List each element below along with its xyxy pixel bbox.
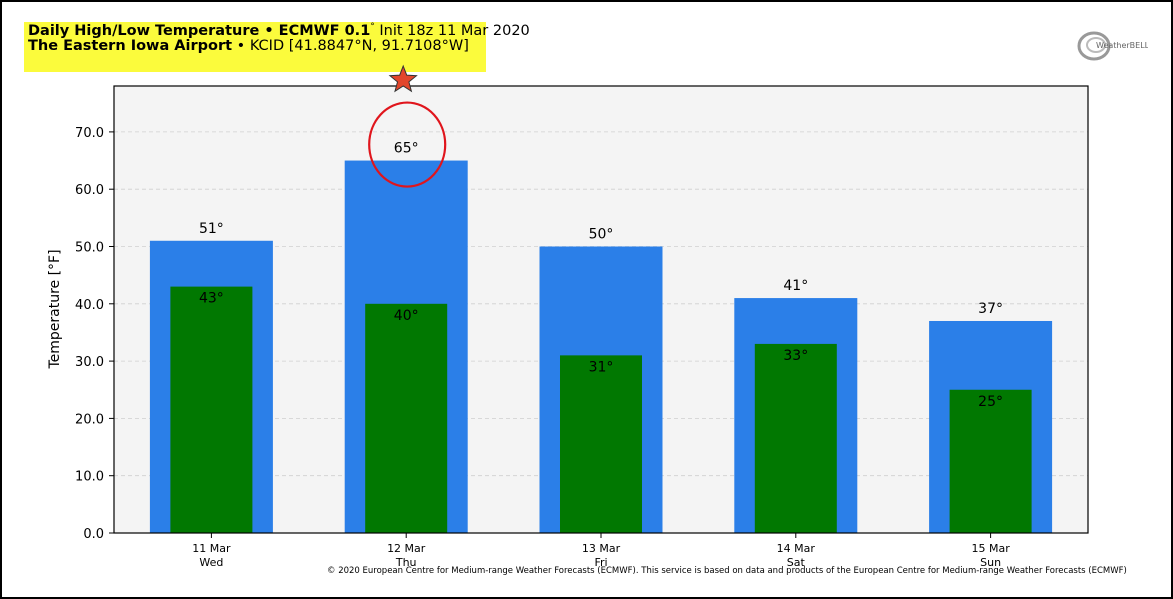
low-temp-bar <box>365 303 448 533</box>
low-temp-bar <box>170 286 253 533</box>
y-axis: 0.0 10.0 20.0 30.0 40.0 50.0 60.0 70.0 <box>75 126 114 542</box>
y-axis-label: Temperature [°F] <box>47 249 63 369</box>
low-temp-bar <box>949 389 1032 533</box>
x-tick-label: 14 Mar <box>777 542 816 555</box>
y-tick-label: 70.0 <box>75 126 104 141</box>
high-temp-label: 65° <box>394 141 419 157</box>
value-labels: 51° 43° 65° 40° 50° 31° 41° 33° 37° 25° <box>199 141 1003 410</box>
low-temp-bar <box>560 355 642 533</box>
copyright-notice: © 2020 European Centre for Medium-range … <box>327 566 1127 576</box>
y-tick-label: 0.0 <box>83 527 104 542</box>
weatherbell-logo: WeatherBELL <box>1076 28 1150 64</box>
annotation <box>368 64 447 188</box>
high-temp-label: 51° <box>199 221 224 237</box>
low-temp-label: 33° <box>783 348 808 364</box>
x-tick-label: 13 Mar <box>582 542 621 555</box>
x-day-label: Wed <box>199 556 223 569</box>
high-temp-label: 37° <box>978 301 1003 317</box>
x-tick-label: 15 Mar <box>971 542 1010 555</box>
bars <box>149 160 1053 534</box>
x-tick-label: 12 Mar <box>387 542 426 555</box>
star-icon <box>388 64 418 93</box>
x-day-label: Sat <box>787 556 806 569</box>
low-temp-label: 31° <box>589 359 614 375</box>
logo-text: WeatherBELL <box>1096 41 1148 50</box>
y-tick-label: 60.0 <box>75 183 104 198</box>
high-temp-label: 41° <box>783 278 808 294</box>
y-tick-label: 20.0 <box>75 412 104 427</box>
chart-title: Daily High/Low Temperature • ECMWF 0.1° … <box>28 22 530 39</box>
high-temp-label: 50° <box>589 227 614 243</box>
y-tick-label: 30.0 <box>75 355 104 370</box>
low-temp-label: 40° <box>394 308 419 324</box>
y-tick-label: 10.0 <box>75 470 104 485</box>
x-day-label: Sun <box>980 556 1001 569</box>
y-tick-label: 40.0 <box>75 298 104 313</box>
low-temp-bar <box>754 343 837 533</box>
highlight-circle <box>368 101 447 188</box>
x-day-label: Fri <box>594 556 607 569</box>
x-day-label: Thu <box>395 556 417 569</box>
location-line: The Eastern Iowa Airport • KCID [41.8847… <box>28 38 469 54</box>
low-temp-label: 25° <box>978 394 1003 410</box>
title-block: Daily High/Low Temperature • ECMWF 0.1° … <box>24 22 530 72</box>
y-tick-label: 50.0 <box>75 241 104 256</box>
low-temp-label: 43° <box>199 291 224 307</box>
x-tick-label: 11 Mar <box>192 542 231 555</box>
